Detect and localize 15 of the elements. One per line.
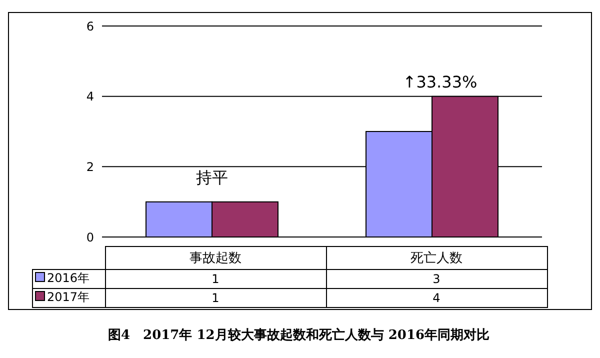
- annotation: ↑33.33%: [402, 72, 478, 92]
- y-tick-label: 6: [86, 19, 94, 34]
- data-label: 3: [326, 269, 547, 288]
- y-tick-label: 2: [86, 160, 94, 174]
- annotation: 持平: [195, 168, 229, 189]
- x-tick-label: 事故起数: [105, 246, 326, 269]
- x-tick-label: 死亡人数: [326, 246, 547, 269]
- y-tick-label: 0: [86, 230, 94, 244]
- legend-label: 2017年: [32, 288, 105, 307]
- data-label: 4: [326, 288, 547, 307]
- y-tick-label: 4: [86, 90, 94, 104]
- legend-label: 2016年: [32, 269, 105, 288]
- text: 图4 2017年 12月较大事故起数和死亡人数与 2016年同期对比: [108, 326, 490, 344]
- data-label: 1: [105, 269, 326, 288]
- data-label: 1: [105, 288, 326, 307]
